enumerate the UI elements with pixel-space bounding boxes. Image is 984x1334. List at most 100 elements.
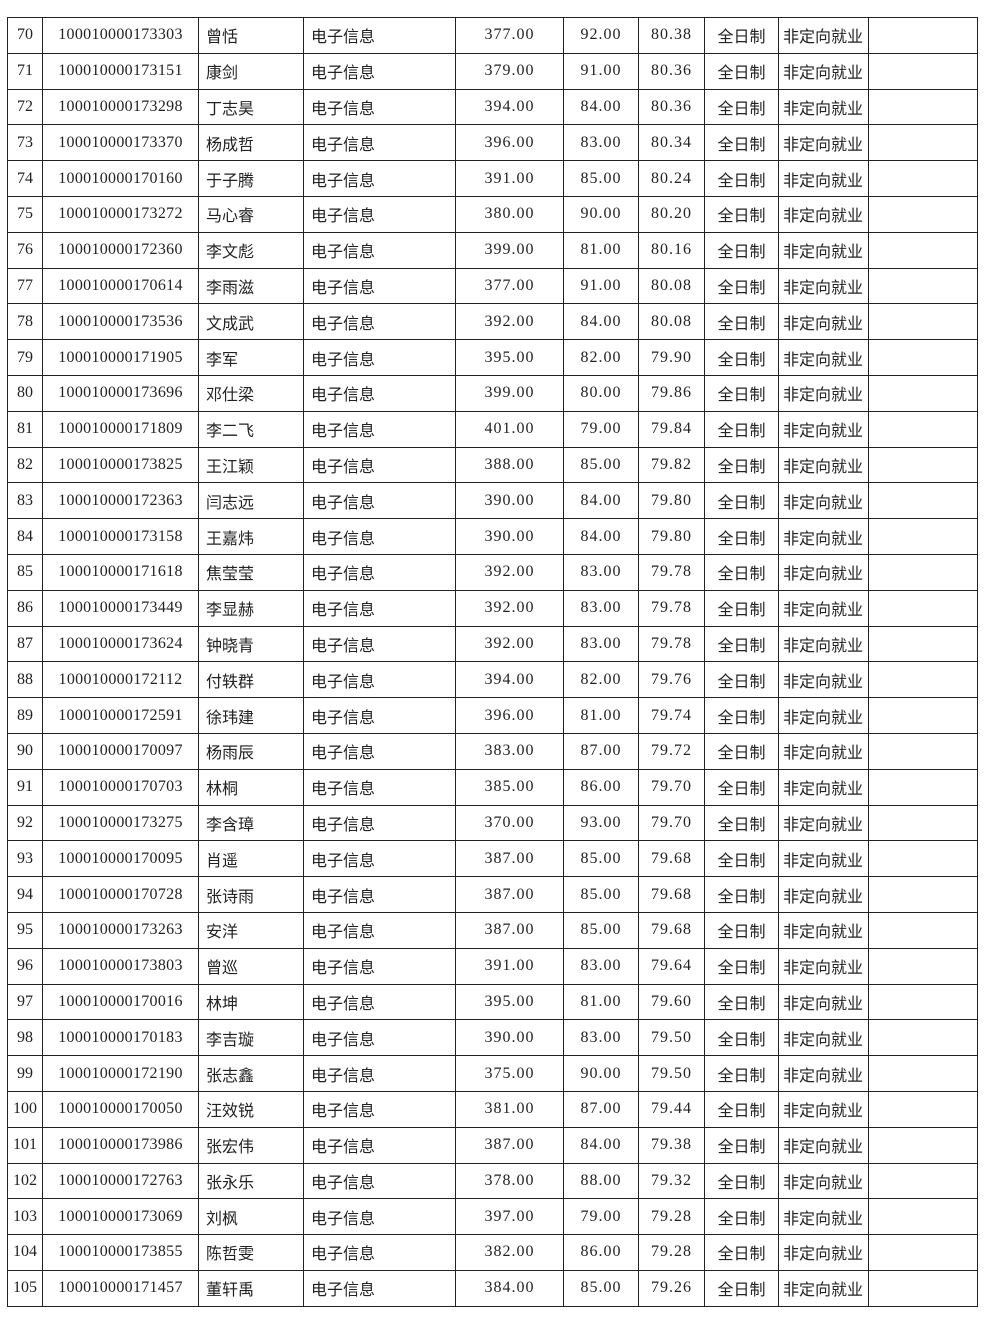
total-score-cell: 79.50	[638, 1055, 705, 1092]
remarks-cell	[868, 804, 978, 842]
remarks-cell	[868, 446, 978, 484]
row-number-cell: 104	[7, 1234, 43, 1271]
major-cell: 电子信息	[303, 1019, 456, 1057]
candidate-name-cell: 于子腾	[198, 160, 304, 197]
row-number-cell: 86	[7, 589, 43, 627]
remarks-cell	[868, 1055, 978, 1092]
candidate-name-cell: 付轶群	[198, 661, 304, 699]
major-cell: 电子信息	[303, 303, 456, 341]
preliminary-score-cell: 387.00	[455, 1126, 564, 1164]
table-row: 89 100010000172591 徐玮建 电子信息 396.00 81.00 79.74…	[7, 697, 978, 734]
remarks-cell	[868, 231, 978, 269]
training-type-cell: 非定向就业	[778, 410, 869, 448]
total-score-cell: 79.28	[638, 1198, 705, 1236]
training-type-cell: 非定向就业	[778, 446, 869, 484]
interview-score-cell: 79.00	[563, 410, 639, 448]
interview-score-cell: 85.00	[563, 1269, 639, 1307]
row-number-cell: 74	[7, 160, 43, 197]
major-cell: 电子信息	[303, 1126, 456, 1164]
training-type-cell: 非定向就业	[778, 840, 869, 878]
candidate-id-cell: 100010000173158	[42, 518, 199, 555]
interview-score-cell: 82.00	[563, 339, 639, 376]
interview-score-cell: 81.00	[563, 983, 639, 1021]
training-type-cell: 非定向就业	[778, 231, 869, 269]
training-type-cell: 非定向就业	[778, 52, 869, 90]
row-number-cell: 96	[7, 947, 43, 985]
candidate-id-cell: 100010000172112	[42, 661, 199, 699]
major-cell: 电子信息	[303, 17, 456, 54]
preliminary-score-cell: 394.00	[455, 661, 564, 699]
row-number-cell: 73	[7, 124, 43, 162]
remarks-cell	[868, 1198, 978, 1236]
training-type-cell: 非定向就业	[778, 876, 869, 913]
interview-score-cell: 90.00	[563, 195, 639, 233]
major-cell: 电子信息	[303, 124, 456, 162]
major-cell: 电子信息	[303, 1234, 456, 1271]
major-cell: 电子信息	[303, 195, 456, 233]
row-number-cell: 76	[7, 231, 43, 269]
table-row: 79 100010000171905 李军 电子信息 395.00 82.00 79.90 全…	[7, 339, 978, 376]
remarks-cell	[868, 339, 978, 376]
candidate-id-cell: 100010000170183	[42, 1019, 199, 1057]
total-score-cell: 79.28	[638, 1234, 705, 1271]
interview-score-cell: 86.00	[563, 768, 639, 806]
study-mode-cell: 全日制	[704, 267, 779, 305]
total-score-cell: 79.44	[638, 1090, 705, 1128]
candidate-id-cell: 100010000170095	[42, 840, 199, 878]
row-number-cell: 75	[7, 195, 43, 233]
major-cell: 电子信息	[303, 1198, 456, 1236]
candidate-name-cell: 张诗雨	[198, 876, 304, 913]
remarks-cell	[868, 410, 978, 448]
table-row: 102 100010000172763 张永乐 电子信息 378.00 88.00 79.3…	[7, 1162, 978, 1200]
study-mode-cell: 全日制	[704, 697, 779, 734]
row-number-cell: 100	[7, 1090, 43, 1128]
preliminary-score-cell: 392.00	[455, 303, 564, 341]
row-number-cell: 88	[7, 661, 43, 699]
remarks-cell	[868, 983, 978, 1021]
total-score-cell: 79.68	[638, 911, 705, 949]
candidate-id-cell: 100010000173303	[42, 17, 199, 54]
candidate-name-cell: 刘枫	[198, 1198, 304, 1236]
candidate-name-cell: 马心睿	[198, 195, 304, 233]
row-number-cell: 81	[7, 410, 43, 448]
candidate-id-cell: 100010000171457	[42, 1269, 199, 1307]
candidate-name-cell: 闫志远	[198, 482, 304, 520]
candidate-name-cell: 邓仕梁	[198, 374, 304, 412]
study-mode-cell: 全日制	[704, 303, 779, 341]
major-cell: 电子信息	[303, 410, 456, 448]
remarks-cell	[868, 732, 978, 770]
row-number-cell: 99	[7, 1055, 43, 1092]
row-number-cell: 102	[7, 1162, 43, 1200]
total-score-cell: 80.08	[638, 267, 705, 305]
major-cell: 电子信息	[303, 732, 456, 770]
total-score-cell: 79.26	[638, 1269, 705, 1307]
total-score-cell: 79.70	[638, 804, 705, 842]
total-score-cell: 79.60	[638, 983, 705, 1021]
row-number-cell: 78	[7, 303, 43, 341]
table-row: 77 100010000170614 李雨滋 电子信息 377.00 91.00 80.08…	[7, 267, 978, 305]
remarks-cell	[868, 267, 978, 305]
candidate-id-cell: 100010000173151	[42, 52, 199, 90]
training-type-cell: 非定向就业	[778, 804, 869, 842]
candidate-name-cell: 文成武	[198, 303, 304, 341]
candidate-id-cell: 100010000172763	[42, 1162, 199, 1200]
preliminary-score-cell: 394.00	[455, 88, 564, 126]
training-type-cell: 非定向就业	[778, 1019, 869, 1057]
interview-score-cell: 83.00	[563, 589, 639, 627]
candidate-name-cell: 曾巡	[198, 947, 304, 985]
study-mode-cell: 全日制	[704, 1162, 779, 1200]
major-cell: 电子信息	[303, 947, 456, 985]
candidate-id-cell: 100010000170614	[42, 267, 199, 305]
candidate-name-cell: 林桐	[198, 768, 304, 806]
preliminary-score-cell: 399.00	[455, 374, 564, 412]
interview-score-cell: 84.00	[563, 482, 639, 520]
preliminary-score-cell: 397.00	[455, 1198, 564, 1236]
total-score-cell: 79.74	[638, 697, 705, 734]
table-row: 100 100010000170050 汪效锐 电子信息 381.00 87.00 79.4…	[7, 1090, 978, 1128]
candidate-id-cell: 100010000173263	[42, 911, 199, 949]
row-number-cell: 89	[7, 697, 43, 734]
training-type-cell: 非定向就业	[778, 303, 869, 341]
preliminary-score-cell: 377.00	[455, 17, 564, 54]
table-row: 81 100010000171809 李二飞 电子信息 401.00 79.00 79.84…	[7, 410, 978, 448]
row-number-cell: 70	[7, 17, 43, 54]
